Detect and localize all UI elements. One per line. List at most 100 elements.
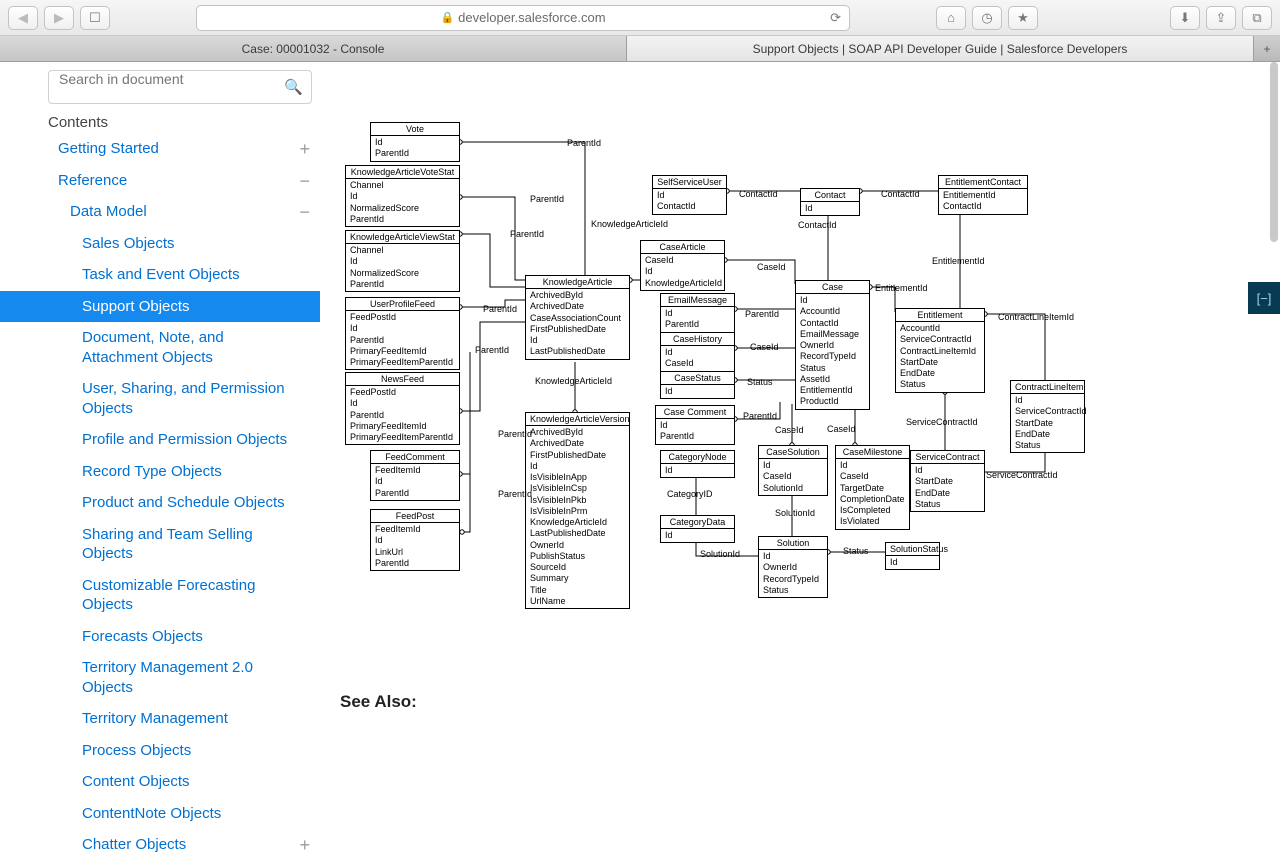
downloads-button[interactable]: ⬇	[1170, 6, 1200, 30]
nav-link[interactable]: ContentNote Objects	[82, 798, 320, 830]
nav-link[interactable]: Sharing and Team Selling Objects	[82, 519, 320, 570]
nav-link[interactable]: Support Objects	[82, 291, 320, 323]
nav-item[interactable]: Product and Schedule Objects	[0, 487, 320, 519]
entity-fields: IdAccountIdContactIdEmailMessageOwnerIdR…	[796, 294, 869, 409]
nav-item[interactable]: Sharing and Team Selling Objects	[0, 519, 320, 570]
home-button[interactable]: ⌂	[936, 6, 966, 30]
page-scrollbar[interactable]	[1270, 62, 1278, 242]
edge-label: ContactId	[739, 189, 778, 199]
sidebar-toggle[interactable]: ☐	[80, 6, 110, 30]
entity-title: EntitlementContact	[939, 176, 1027, 189]
entity-SSU: SelfServiceUserIdContactId	[652, 175, 727, 215]
entity-NewsFeed: NewsFeedFeedPostIdIdParentIdPrimaryFeedI…	[345, 372, 460, 445]
nav-link[interactable]: Territory Management	[82, 703, 320, 735]
url-bar[interactable]: 🔒 developer.salesforce.com ⟳	[196, 5, 850, 31]
nav-item[interactable]: Record Type Objects	[0, 456, 320, 488]
nav-item[interactable]: Process Objects	[0, 735, 320, 767]
nav-link[interactable]: Customizable Forecasting Objects	[82, 570, 320, 621]
nav-link[interactable]: Content Objects	[82, 766, 320, 798]
edge-label: SolutionId	[775, 508, 815, 518]
nav-item[interactable]: ContentNote Objects	[0, 798, 320, 830]
edge-label: CaseId	[775, 425, 804, 435]
tab-bar: Case: 00001032 - Console Support Objects…	[0, 36, 1280, 62]
edge-label: CaseId	[757, 262, 786, 272]
entity-FeedComment: FeedCommentFeedItemIdIdParentId	[370, 450, 460, 501]
nav-item[interactable]: Sales Objects	[0, 228, 320, 260]
tabs-button[interactable]: ⧉	[1242, 6, 1272, 30]
nav-item[interactable]: User, Sharing, and Permission Objects	[0, 373, 320, 424]
nav-link[interactable]: Sales Objects	[82, 228, 320, 260]
entity-fields: IdServiceContractIdStartDateEndDateStatu…	[1011, 394, 1084, 452]
entity-title: CategoryData	[661, 516, 734, 529]
edge-label: ParentId	[745, 309, 779, 319]
entity-Contact: ContactId	[800, 188, 860, 216]
nav-item[interactable]: Forecasts Objects	[0, 621, 320, 653]
entity-title: KnowledgeArticleVersion	[526, 413, 629, 426]
nav-item[interactable]: Customizable Forecasting Objects	[0, 570, 320, 621]
edge-label: EntitlementId	[875, 283, 928, 293]
expand-icon[interactable]: −	[299, 202, 310, 223]
entity-fields: AccountIdServiceContractIdContractLineIt…	[896, 322, 984, 392]
nav-item[interactable]: Chatter Objects+	[0, 829, 320, 861]
history-button[interactable]: ◷	[972, 6, 1002, 30]
edge-label: EntitlementId	[932, 256, 985, 266]
nav-link[interactable]: Task and Event Objects	[82, 259, 320, 291]
nav-item[interactable]: Task and Event Objects	[0, 259, 320, 291]
back-button[interactable]: ◀	[8, 6, 38, 30]
nav-link[interactable]: Product and Schedule Objects	[82, 487, 320, 519]
nav-link[interactable]: Profile and Permission Objects	[82, 424, 320, 456]
browser-tab-0[interactable]: Case: 00001032 - Console	[0, 36, 627, 61]
entity-fields: IdCaseId	[661, 346, 734, 371]
entity-Case: CaseIdAccountIdContactIdEmailMessageOwne…	[795, 280, 870, 410]
edge-label: ParentId	[567, 138, 601, 148]
entity-fields: Id	[661, 464, 734, 477]
browser-tab-1[interactable]: Support Objects | SOAP API Developer Gui…	[627, 36, 1254, 61]
lock-icon: 🔒	[440, 11, 454, 24]
search-icon[interactable]: 🔍	[284, 78, 303, 96]
nav-link[interactable]: Chatter Objects	[82, 829, 320, 861]
nav-link[interactable]: Data Model	[70, 196, 320, 228]
entity-fields: ArchivedByIdArchivedDateFirstPublishedDa…	[526, 426, 629, 608]
forward-button[interactable]: ▶	[44, 6, 74, 30]
expand-icon[interactable]: +	[299, 835, 310, 856]
bookmark-button[interactable]: ★	[1008, 6, 1038, 30]
nav-link[interactable]: Territory Management 2.0 Objects	[82, 652, 320, 703]
nav-item[interactable]: Document, Note, and Attachment Objects	[0, 322, 320, 373]
edge-label: ParentId	[510, 229, 544, 239]
nav-link[interactable]: Forecasts Objects	[82, 621, 320, 653]
nav-link[interactable]: Process Objects	[82, 735, 320, 767]
nav-item[interactable]: Getting Started+	[0, 133, 320, 165]
collapse-handle[interactable]: [−]	[1248, 282, 1280, 314]
reload-icon[interactable]: ⟳	[830, 10, 841, 26]
edge-label: ContactId	[881, 189, 920, 199]
expand-icon[interactable]: +	[299, 139, 310, 160]
nav-item[interactable]: Profile and Permission Objects	[0, 424, 320, 456]
nav-item[interactable]: Territory Management	[0, 703, 320, 735]
edge-label: KnowledgeArticleId	[591, 219, 668, 229]
edge-label: CaseId	[827, 424, 856, 434]
entity-title: FeedPost	[371, 510, 459, 523]
nav-item[interactable]: Territory Management 2.0 Objects	[0, 652, 320, 703]
search-input-wrap: 🔍	[48, 70, 312, 104]
entity-fields: ChannelIdNormalizedScoreParentId	[346, 179, 459, 226]
entity-KAViewS: KnowledgeArticleViewStatChannelIdNormali…	[345, 230, 460, 292]
expand-icon[interactable]: −	[299, 171, 310, 192]
entity-CaseArticle: CaseArticleCaseIdIdKnowledgeArticleId	[640, 240, 725, 291]
entity-title: UserProfileFeed	[346, 298, 459, 311]
nav-link[interactable]: Reference	[58, 165, 320, 197]
nav-item[interactable]: Support Objects	[0, 291, 320, 323]
nav-link[interactable]: Record Type Objects	[82, 456, 320, 488]
entity-CLI: ContractLineItemIdServiceContractIdStart…	[1010, 380, 1085, 453]
entity-title: Case	[796, 281, 869, 294]
nav-item[interactable]: Reference−	[0, 165, 320, 197]
share-button[interactable]: ⇪	[1206, 6, 1236, 30]
nav-link[interactable]: User, Sharing, and Permission Objects	[82, 373, 320, 424]
nav-link[interactable]: Document, Note, and Attachment Objects	[82, 322, 320, 373]
search-input[interactable]	[59, 71, 279, 87]
new-tab-button[interactable]: +	[1254, 36, 1280, 61]
edge-label: CaseId	[750, 342, 779, 352]
nav-item[interactable]: Data Model−	[0, 196, 320, 228]
entity-fields: CaseIdIdKnowledgeArticleId	[641, 254, 724, 290]
nav-link[interactable]: Getting Started	[58, 133, 320, 165]
nav-item[interactable]: Content Objects	[0, 766, 320, 798]
